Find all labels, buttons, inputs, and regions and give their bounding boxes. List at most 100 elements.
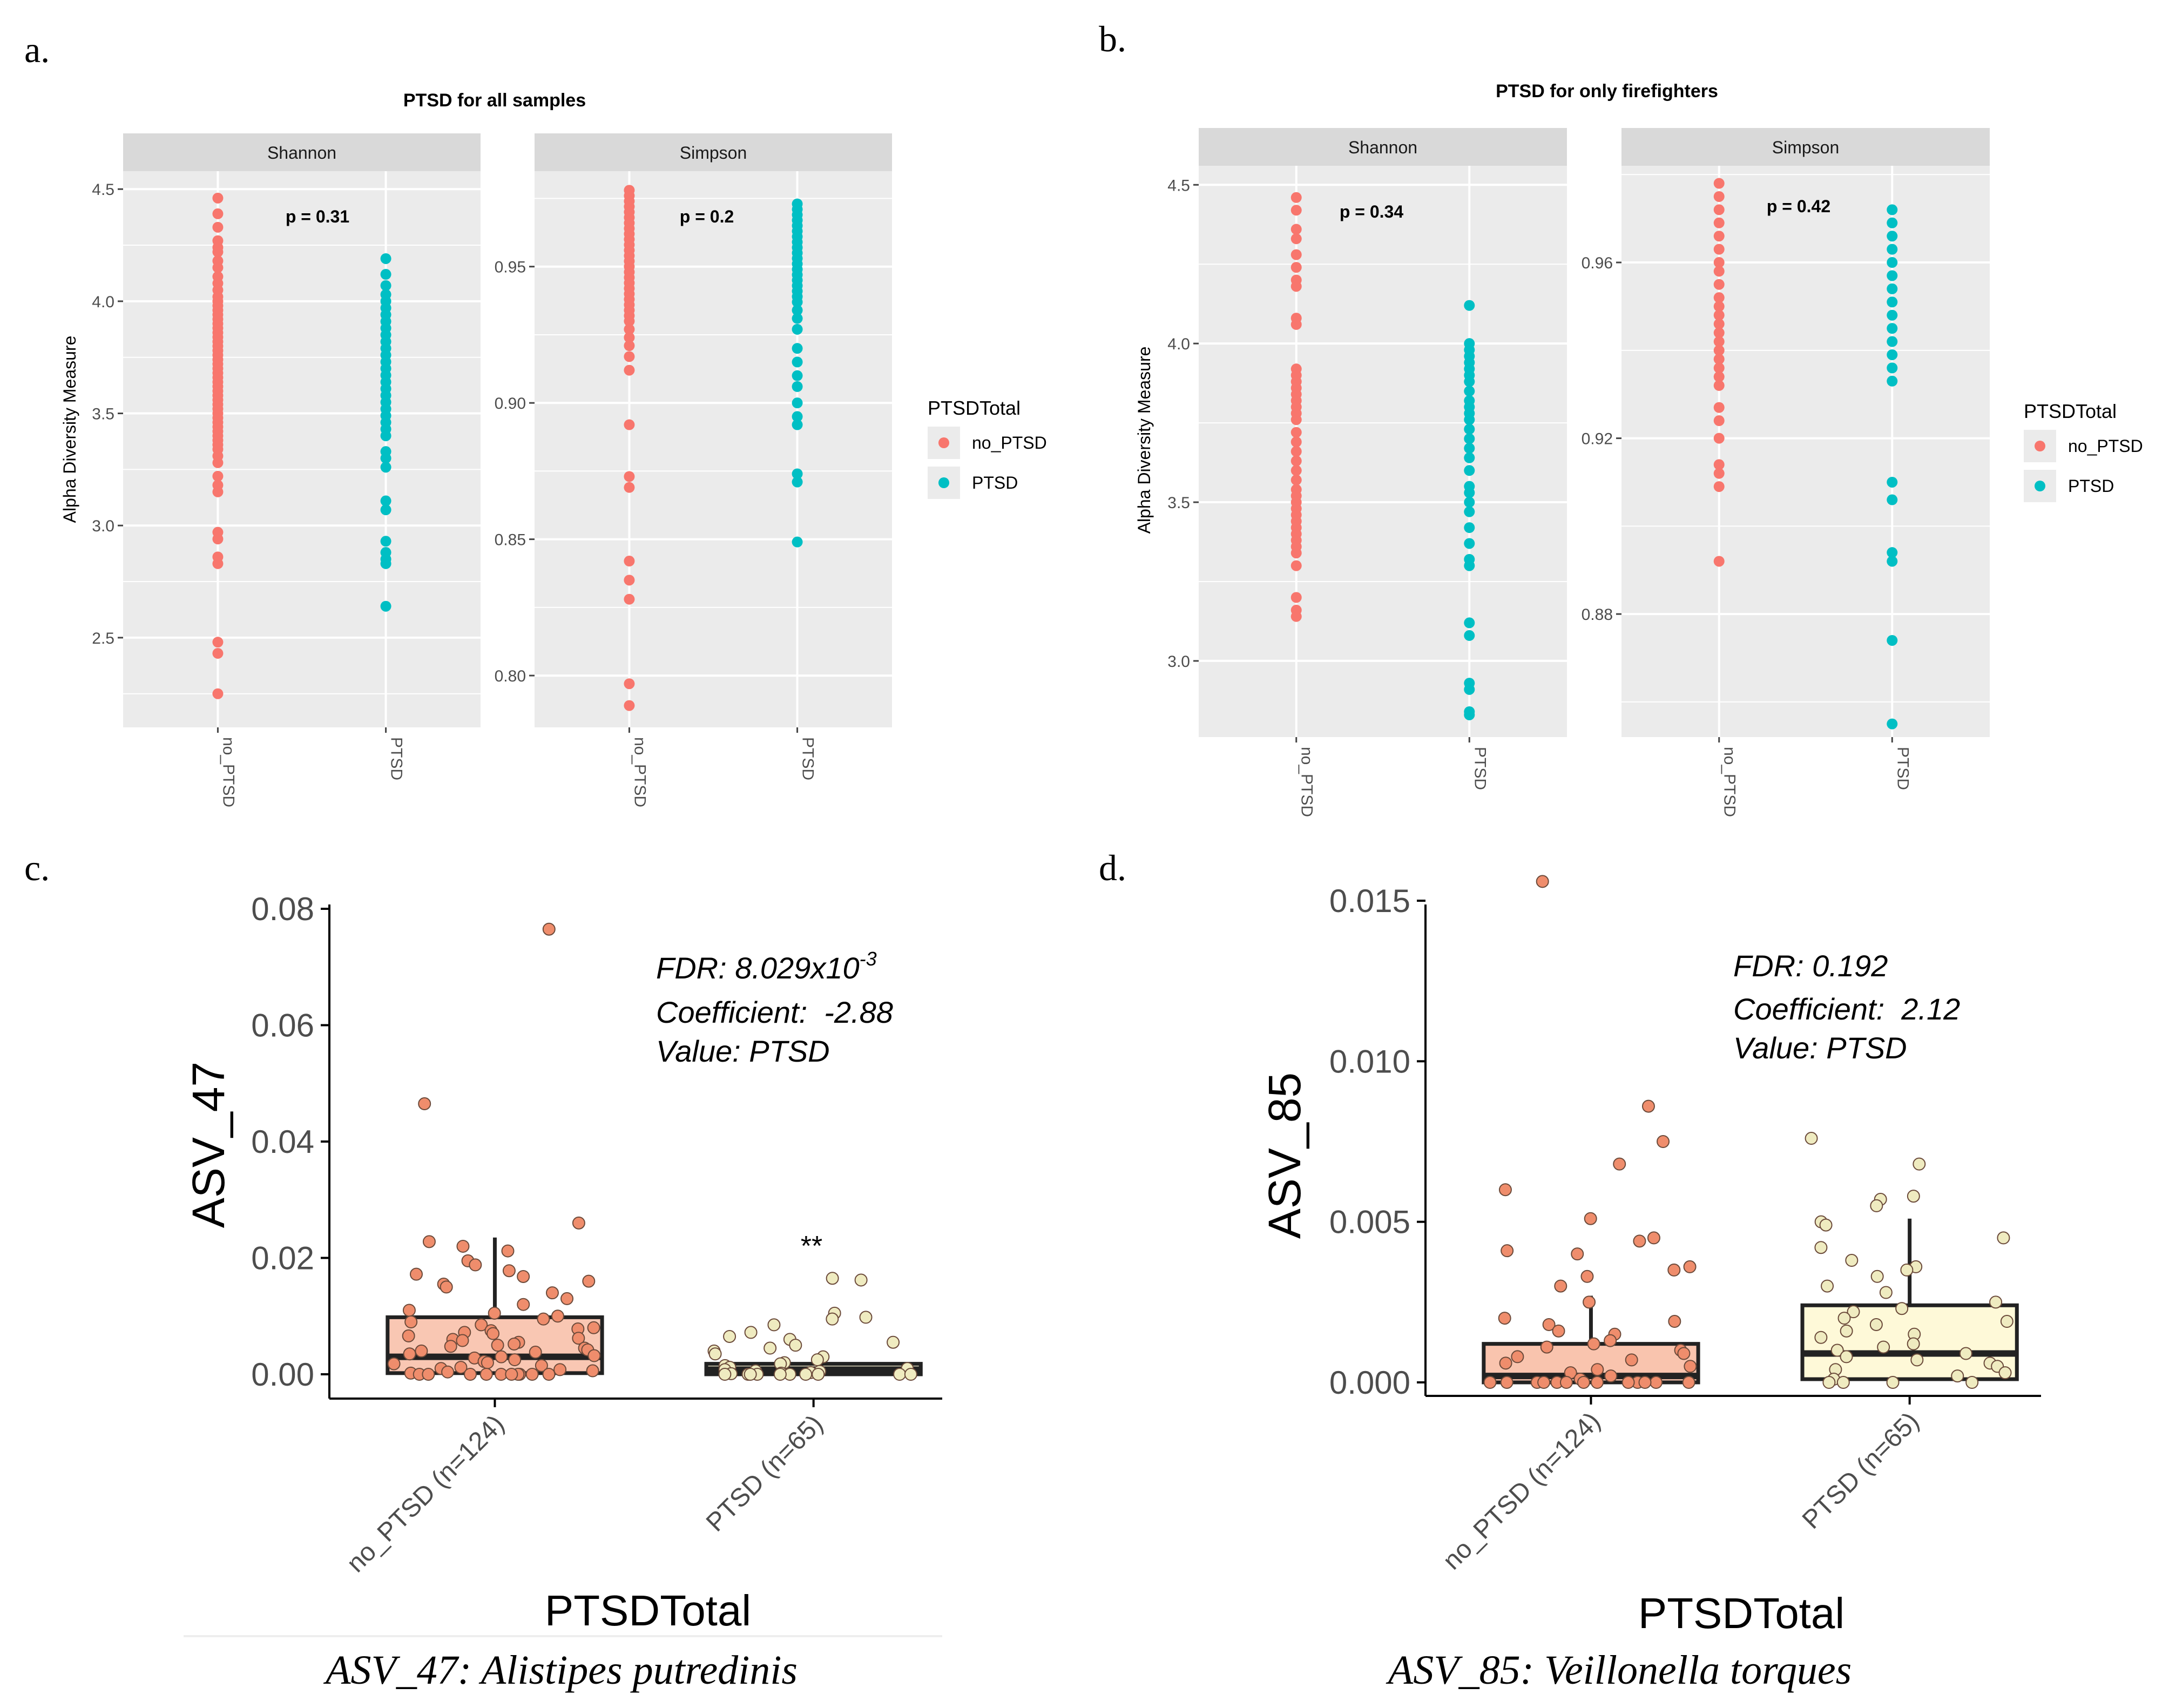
data-point bbox=[1870, 1199, 1883, 1212]
data-point bbox=[792, 476, 803, 488]
data-point bbox=[402, 1329, 415, 1342]
fdr-text: FDR: 0.192 bbox=[1733, 949, 1888, 983]
panel-b-legend: PTSDTotal no_PTSD PTSD bbox=[2024, 400, 2143, 502]
x-tick-label: PTSD bbox=[388, 737, 406, 780]
data-point bbox=[1887, 336, 1898, 347]
panel-c-caption: ASV_47: Alistipes putredinis bbox=[323, 1648, 798, 1693]
x-tick-label: no_PTSD bbox=[1721, 747, 1739, 817]
data-point bbox=[1814, 1331, 1828, 1344]
data-point bbox=[1290, 262, 1302, 273]
data-point bbox=[1464, 423, 1475, 435]
data-point bbox=[1910, 1353, 1924, 1367]
data-point bbox=[624, 364, 635, 376]
y-tick-label: 0.000 bbox=[1329, 1365, 1410, 1401]
data-point bbox=[1577, 1376, 1590, 1389]
data-point bbox=[810, 1353, 824, 1367]
y-tick-label: 4.5 bbox=[1167, 177, 1190, 194]
data-point bbox=[488, 1306, 501, 1320]
fdr-exponent: -3 bbox=[860, 948, 877, 970]
data-point bbox=[854, 1273, 868, 1287]
data-point bbox=[587, 1349, 601, 1362]
data-point bbox=[380, 536, 391, 547]
data-point bbox=[1713, 301, 1725, 312]
facet-strip bbox=[1199, 128, 1567, 166]
data-point bbox=[1683, 1260, 1697, 1273]
data-point bbox=[718, 1368, 732, 1381]
data-point bbox=[572, 1216, 585, 1230]
data-point bbox=[1870, 1270, 1884, 1283]
data-point bbox=[380, 269, 391, 280]
data-point bbox=[1290, 592, 1302, 603]
data-point bbox=[1499, 1356, 1512, 1370]
data-point bbox=[1667, 1263, 1681, 1277]
data-point bbox=[624, 340, 635, 352]
data-point bbox=[380, 462, 391, 473]
y-tick-label: 0.95 bbox=[495, 259, 526, 276]
data-point bbox=[812, 1368, 825, 1381]
y-tick-label: 0.92 bbox=[1582, 430, 1613, 448]
panel-b-facet-simpson: Simpson 0.88 0.92 0.96 no_PTSD PTSD p = 0.42 bbox=[1582, 128, 1990, 817]
data-point bbox=[1887, 634, 1898, 646]
data-point bbox=[1587, 1337, 1600, 1351]
y-tick-label: 0.08 bbox=[251, 891, 314, 927]
data-point bbox=[1604, 1369, 1618, 1383]
data-point bbox=[529, 1346, 542, 1359]
data-point bbox=[792, 381, 803, 392]
data-point bbox=[624, 419, 635, 430]
data-point bbox=[1713, 231, 1725, 242]
y-tick-label: 4.0 bbox=[1167, 335, 1190, 353]
data-point bbox=[212, 558, 224, 569]
data-point bbox=[1713, 318, 1725, 329]
x-tick-label: PTSD bbox=[1894, 747, 1911, 790]
data-point bbox=[624, 575, 635, 586]
p-value-annotation: p = 0.42 bbox=[1767, 197, 1830, 216]
y-tick-label: 0.02 bbox=[251, 1240, 314, 1277]
data-point bbox=[826, 1272, 839, 1285]
data-point bbox=[1604, 1334, 1617, 1347]
data-point bbox=[212, 208, 224, 219]
data-point bbox=[1483, 1376, 1497, 1389]
p-value-annotation: p = 0.34 bbox=[1340, 202, 1404, 221]
data-point bbox=[1886, 1376, 1900, 1389]
data-point bbox=[535, 1359, 548, 1372]
data-point bbox=[1713, 345, 1725, 356]
data-point bbox=[1464, 376, 1475, 387]
y-tick-label: 0.80 bbox=[495, 667, 526, 685]
y-tick-label: 0.96 bbox=[1582, 254, 1613, 272]
data-point bbox=[1290, 192, 1302, 203]
data-point bbox=[1464, 617, 1475, 629]
data-point bbox=[486, 1327, 500, 1340]
data-point bbox=[1290, 249, 1302, 260]
data-point bbox=[792, 296, 803, 308]
facet-strip-label: Shannon bbox=[267, 143, 336, 163]
panel-a-ylabel: Alpha Diversity Measure bbox=[60, 336, 79, 523]
panel-b-facet-shannon: Shannon 3.0 3.5 4.0 4.5 no_PTSD PTSD p = 0.34 bbox=[1167, 128, 1567, 817]
data-point bbox=[792, 356, 803, 368]
data-point bbox=[763, 1341, 777, 1355]
data-point bbox=[1677, 1347, 1691, 1360]
data-point bbox=[1877, 1340, 1890, 1354]
data-point bbox=[380, 453, 391, 464]
data-point bbox=[1290, 611, 1302, 622]
p-value-annotation: p = 0.2 bbox=[680, 207, 734, 226]
data-point bbox=[1837, 1312, 1851, 1325]
facet-strip bbox=[1621, 128, 1990, 166]
x-tick-label: no_PTSD bbox=[1298, 747, 1316, 817]
data-point bbox=[1537, 1376, 1551, 1389]
data-point bbox=[508, 1337, 521, 1351]
data-point bbox=[212, 688, 224, 699]
data-point bbox=[1713, 380, 1725, 391]
data-point bbox=[1887, 375, 1898, 387]
data-point bbox=[380, 504, 391, 516]
data-point bbox=[1713, 415, 1725, 427]
data-point bbox=[1554, 1279, 1567, 1293]
data-point bbox=[2000, 1315, 2013, 1328]
data-point bbox=[456, 1239, 470, 1253]
data-point bbox=[826, 1312, 839, 1326]
data-point bbox=[792, 397, 803, 409]
data-point bbox=[792, 343, 803, 354]
data-point bbox=[1650, 1376, 1663, 1389]
data-point bbox=[1540, 1340, 1553, 1354]
legend-label-no-ptsd: no_PTSD bbox=[972, 433, 1047, 453]
